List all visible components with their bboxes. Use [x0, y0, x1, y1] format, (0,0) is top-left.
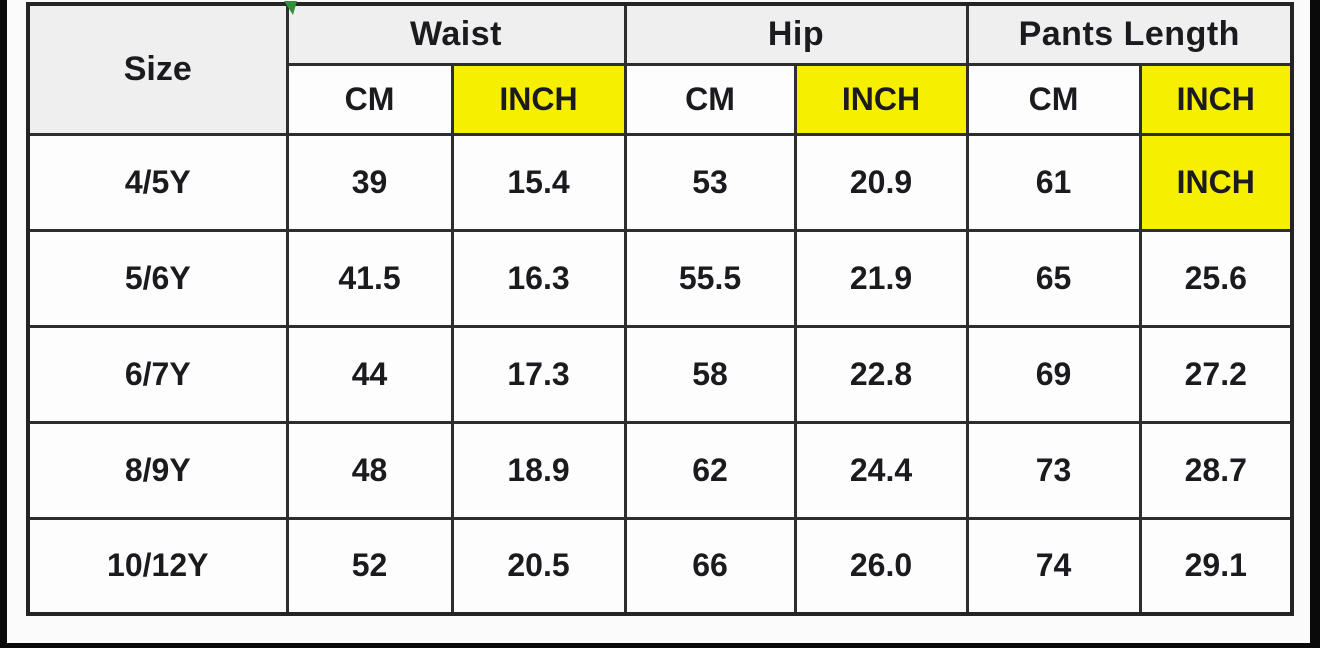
table-row: 8/9Y 48 18.9 62 24.4 73 28.7 — [26, 420, 1294, 520]
hip-cm-cell: 53 — [623, 132, 797, 232]
size-cell: 10/12Y — [26, 516, 289, 616]
table-header-group-row: Size Waist Hip Pants Length — [26, 2, 1294, 136]
pants-length-inch-cell: 27.2 — [1138, 324, 1294, 424]
waist-inch-cell: 20.5 — [450, 516, 627, 616]
pants-length-cm-cell: 65 — [965, 228, 1142, 328]
hip-inch-cell: 24.4 — [793, 420, 969, 520]
size-cell: 4/5Y — [26, 132, 289, 232]
hip-cm-header: CM — [623, 62, 797, 136]
size-column-header: Size — [26, 2, 289, 136]
waist-cm-cell: 39 — [285, 132, 454, 232]
waist-cm-cell: 44 — [285, 324, 454, 424]
waist-inch-header: INCH — [450, 62, 627, 136]
table-row: 10/12Y 52 20.5 66 26.0 74 29.1 — [26, 516, 1294, 616]
waist-inch-cell: 15.4 — [450, 132, 627, 232]
green-flag-icon — [284, 1, 297, 15]
pants-length-cm-header: CM — [965, 62, 1142, 136]
hip-inch-cell: 20.9 — [793, 132, 969, 232]
hip-cm-cell: 66 — [623, 516, 797, 616]
hip-cm-cell: 58 — [623, 324, 797, 424]
size-cell: 6/7Y — [26, 324, 289, 424]
pants-length-inch-cell: 29.1 — [1138, 516, 1294, 616]
hip-inch-cell: 21.9 — [793, 228, 969, 328]
waist-group-header: Waist — [285, 2, 627, 66]
hip-cm-cell: 62 — [623, 420, 797, 520]
pants-length-group-header: Pants Length — [965, 2, 1294, 66]
table-row: 4/5Y 39 15.4 53 20.9 61 INCH — [26, 132, 1294, 232]
pants-length-cm-cell: 61 — [965, 132, 1142, 232]
hip-inch-cell: 22.8 — [793, 324, 969, 424]
pants-length-cm-cell: 74 — [965, 516, 1142, 616]
waist-cm-cell: 48 — [285, 420, 454, 520]
table-row: 5/6Y 41.5 16.3 55.5 21.9 65 25.6 — [26, 228, 1294, 328]
size-chart-table: Size Waist Hip Pants Length CM INCH CM I… — [26, 2, 1295, 616]
waist-cm-cell: 41.5 — [285, 228, 454, 328]
waist-inch-cell: 16.3 — [450, 228, 627, 328]
pants-length-inch-header: INCH — [1138, 62, 1294, 136]
pants-length-cm-cell: 69 — [965, 324, 1142, 424]
pants-length-inch-cell: 28.7 — [1138, 420, 1294, 520]
hip-inch-header: INCH — [793, 62, 969, 136]
pants-length-inch-cell: 25.6 — [1138, 228, 1294, 328]
hip-cm-cell: 55.5 — [623, 228, 797, 328]
size-cell: 5/6Y — [26, 228, 289, 328]
table-unit-row: CM INCH CM INCH CM INCH — [28, 62, 1294, 136]
waist-cm-header: CM — [285, 62, 454, 136]
pants-length-cm-cell: 73 — [965, 420, 1142, 520]
waist-inch-cell: 18.9 — [450, 420, 627, 520]
waist-cm-cell: 52 — [285, 516, 454, 616]
hip-group-header: Hip — [623, 2, 969, 66]
table-row: 6/7Y 44 17.3 58 22.8 69 27.2 — [26, 324, 1294, 424]
pants-length-inch-cell-highlighted: INCH — [1138, 132, 1294, 232]
size-cell: 8/9Y — [26, 420, 289, 520]
waist-inch-cell: 17.3 — [450, 324, 627, 424]
hip-inch-cell: 26.0 — [793, 516, 969, 616]
